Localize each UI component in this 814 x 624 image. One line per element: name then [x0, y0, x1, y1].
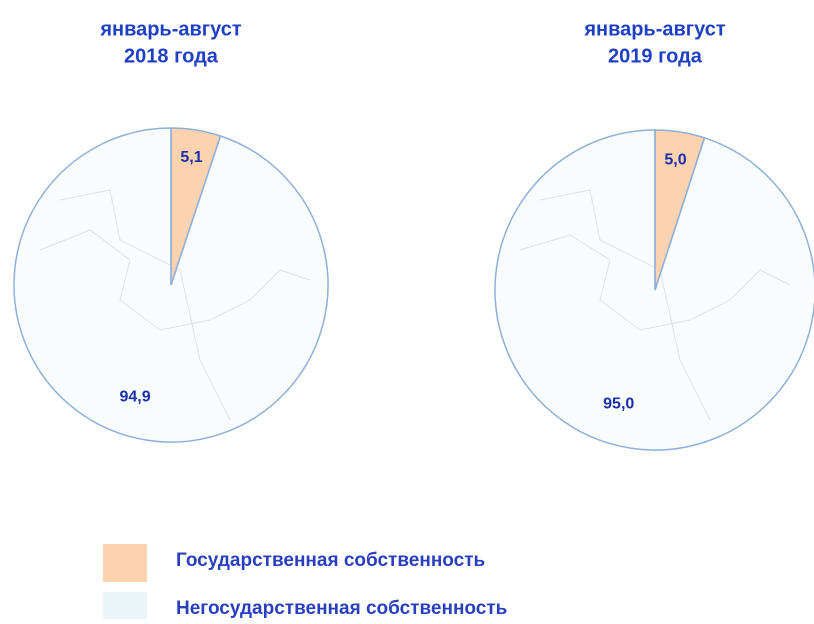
value-label: 5,1 — [180, 149, 202, 166]
legend-swatch — [103, 544, 147, 582]
legend-swatch — [103, 592, 147, 624]
chart-title: январь-август — [583, 18, 726, 40]
pie-slice — [13, 127, 329, 443]
chart-subtitle: 2019 года — [608, 45, 703, 67]
value-label: 5,0 — [664, 152, 686, 169]
chart-subtitle: 2018 года — [124, 45, 219, 67]
legend-label: Государственная собственность — [176, 550, 485, 571]
pie-slice — [494, 129, 814, 451]
value-label: 95,0 — [603, 396, 634, 413]
value-label: 94,9 — [119, 388, 150, 405]
map-background — [39, 189, 791, 421]
legend-label: Негосударственная собственность — [176, 598, 507, 619]
chart-title: январь-август — [99, 18, 242, 40]
